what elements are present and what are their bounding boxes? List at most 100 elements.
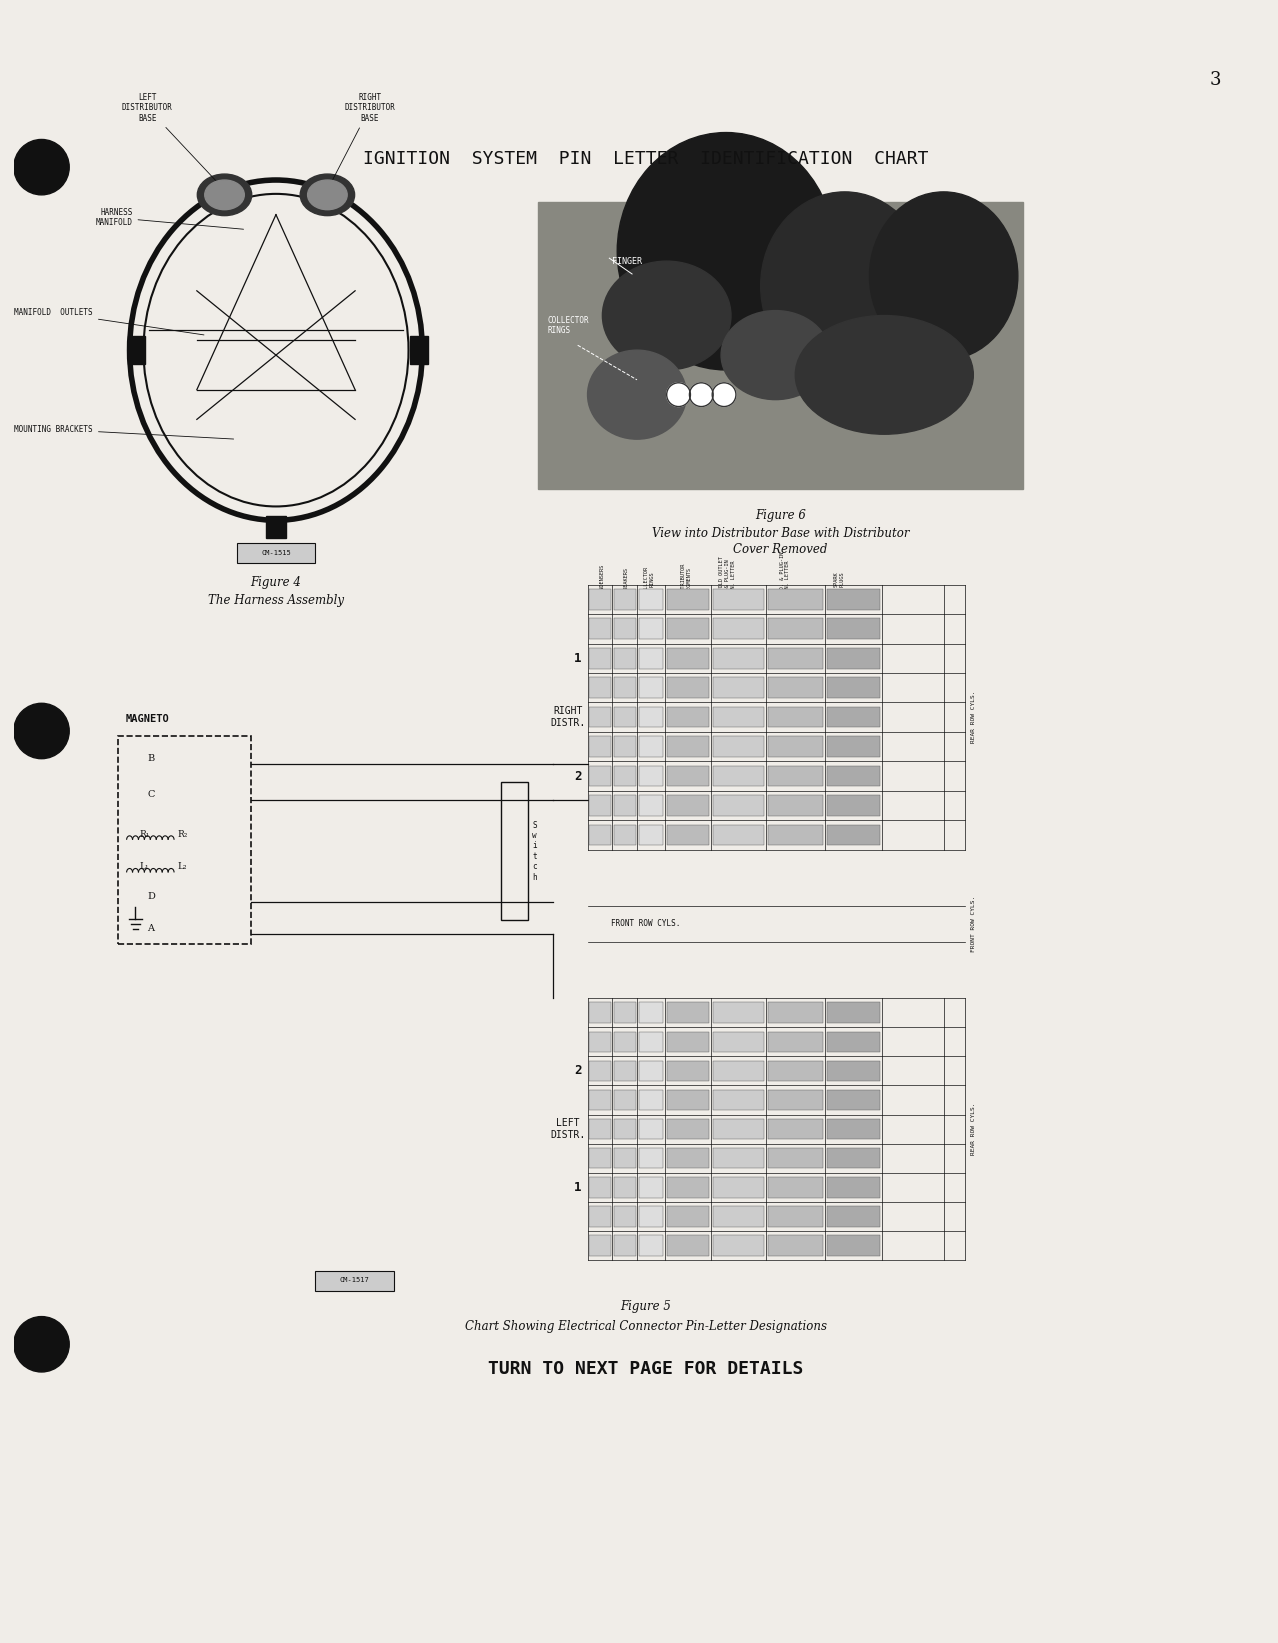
Text: DISTRIBUTOR
SEGMENTS: DISTRIBUTOR SEGMENTS <box>681 562 691 596</box>
Bar <box>615 647 636 669</box>
Bar <box>768 1032 823 1052</box>
Circle shape <box>14 703 69 759</box>
Text: COIL NO. & PLUG-IN
CONN. LETTER: COIL NO. & PLUG-IN CONN. LETTER <box>780 552 790 608</box>
Bar <box>827 795 881 817</box>
Bar <box>615 706 636 728</box>
Bar <box>768 1002 823 1024</box>
Bar <box>128 337 146 365</box>
Bar <box>589 1148 611 1168</box>
Ellipse shape <box>795 315 974 434</box>
Bar <box>615 1032 636 1052</box>
Bar <box>615 1119 636 1139</box>
Bar <box>589 1119 611 1139</box>
Bar <box>713 677 764 698</box>
Ellipse shape <box>869 192 1017 360</box>
Bar <box>639 766 663 787</box>
Text: View into Distributor Base with Distributor: View into Distributor Base with Distribu… <box>652 527 909 539</box>
Bar <box>768 1206 823 1227</box>
Bar <box>713 1032 764 1052</box>
Bar <box>639 677 663 698</box>
Bar <box>827 766 881 787</box>
Text: RIGHT
DISTRIBUTOR
BASE: RIGHT DISTRIBUTOR BASE <box>328 94 395 187</box>
Bar <box>667 1148 709 1168</box>
Bar <box>827 1061 881 1081</box>
Bar <box>768 1176 823 1198</box>
Text: 2: 2 <box>574 769 581 782</box>
Ellipse shape <box>308 181 348 210</box>
Bar <box>589 795 611 817</box>
Text: MOUNTING BRACKETS: MOUNTING BRACKETS <box>14 426 234 439</box>
Bar <box>667 736 709 757</box>
Bar <box>589 736 611 757</box>
Bar <box>768 1236 823 1255</box>
Bar <box>639 1176 663 1198</box>
Bar <box>615 1176 636 1198</box>
Ellipse shape <box>197 174 252 215</box>
Bar <box>827 1032 881 1052</box>
Text: S
w
i
t
c
h: S w i t c h <box>532 820 537 882</box>
Bar <box>713 1119 764 1139</box>
Text: CM-1515: CM-1515 <box>261 550 291 555</box>
Bar <box>589 677 611 698</box>
Text: FRONT ROW CYLS.: FRONT ROW CYLS. <box>971 895 976 951</box>
Circle shape <box>14 1316 69 1372</box>
Text: R₁: R₁ <box>139 830 150 840</box>
Bar <box>827 1119 881 1139</box>
Bar <box>667 1236 709 1255</box>
Bar <box>713 1002 764 1024</box>
Bar <box>667 588 709 610</box>
Bar <box>639 1119 663 1139</box>
Bar <box>667 766 709 787</box>
Bar <box>768 677 823 698</box>
Bar <box>713 588 764 610</box>
Ellipse shape <box>617 133 835 370</box>
Bar <box>639 1089 663 1111</box>
Bar <box>768 1089 823 1111</box>
Bar <box>667 1032 709 1052</box>
Text: REAR ROW CYLS.: REAR ROW CYLS. <box>971 692 976 743</box>
Bar <box>768 825 823 845</box>
Bar <box>615 588 636 610</box>
Bar <box>713 1236 764 1255</box>
Bar <box>827 736 881 757</box>
Text: MANIFOLD  OUTLETS: MANIFOLD OUTLETS <box>14 309 204 335</box>
Ellipse shape <box>300 174 354 215</box>
Bar <box>667 677 709 698</box>
Text: D: D <box>147 892 155 900</box>
Bar <box>713 795 764 817</box>
Text: CM-1517: CM-1517 <box>339 1277 369 1283</box>
Text: L₁: L₁ <box>139 863 150 871</box>
Bar <box>827 1148 881 1168</box>
Bar <box>667 1061 709 1081</box>
Text: L₂: L₂ <box>178 863 187 871</box>
Bar <box>615 736 636 757</box>
Bar <box>589 1176 611 1198</box>
Bar <box>615 1061 636 1081</box>
Text: 3: 3 <box>1210 71 1222 89</box>
Bar <box>713 736 764 757</box>
Bar <box>589 1032 611 1052</box>
Bar <box>589 1002 611 1024</box>
Text: C: C <box>147 790 155 798</box>
Ellipse shape <box>760 192 929 380</box>
Text: CONDENSERS: CONDENSERS <box>599 564 604 595</box>
Bar <box>589 618 611 639</box>
Bar <box>768 1148 823 1168</box>
Text: TURN TO NEXT PAGE FOR DETAILS: TURN TO NEXT PAGE FOR DETAILS <box>488 1360 804 1378</box>
FancyBboxPatch shape <box>238 544 314 564</box>
Bar <box>589 825 611 845</box>
Text: Chart Showing Electrical Connector Pin-Letter Designations: Chart Showing Electrical Connector Pin-L… <box>465 1319 827 1332</box>
Bar <box>768 736 823 757</box>
Bar <box>538 202 1022 488</box>
Text: BREAKERS: BREAKERS <box>624 567 629 591</box>
Bar <box>768 1061 823 1081</box>
Bar <box>827 1089 881 1111</box>
Bar <box>713 1176 764 1198</box>
Bar <box>768 647 823 669</box>
Bar <box>615 1236 636 1255</box>
Text: RIGHT
DISTR.: RIGHT DISTR. <box>550 706 585 728</box>
Bar <box>639 736 663 757</box>
Bar <box>827 647 881 669</box>
Bar <box>667 618 709 639</box>
Bar <box>615 795 636 817</box>
